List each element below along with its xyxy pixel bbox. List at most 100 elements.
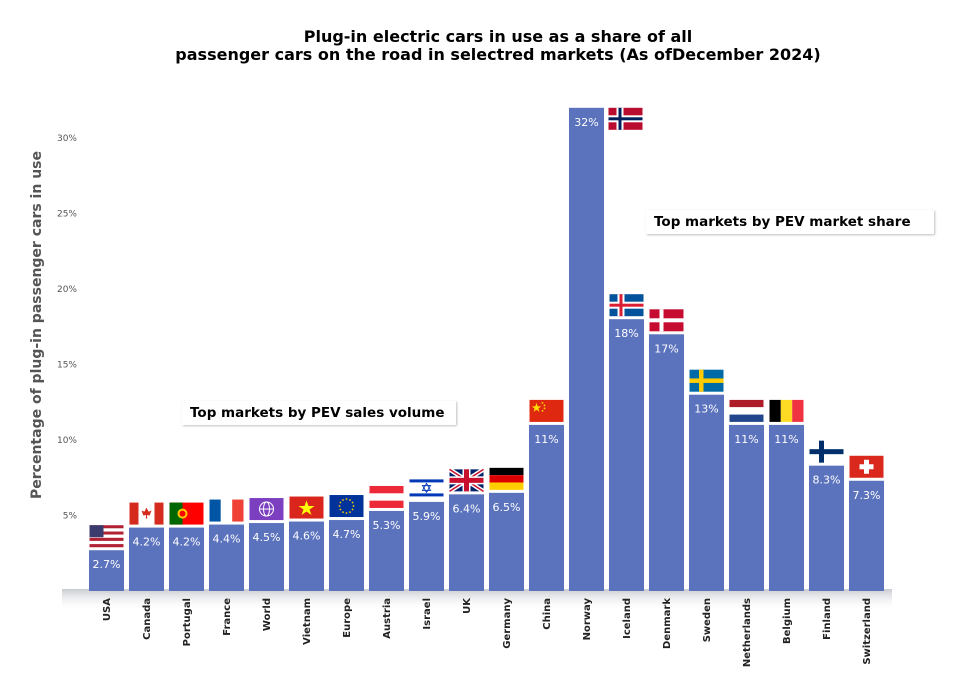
category-label: USA — [102, 598, 113, 621]
bar-finland — [809, 465, 844, 591]
watermark-logo: └N — [498, 104, 539, 139]
bar-usa — [89, 550, 124, 591]
bar-belgium — [769, 424, 804, 591]
bar-israel — [409, 501, 444, 591]
category-label: France — [222, 598, 233, 636]
ca-flag-icon — [128, 501, 165, 526]
category-label: Finland — [822, 598, 833, 640]
category-label: Vietnam — [302, 598, 313, 645]
value-label: 4.7% — [333, 528, 361, 541]
category-label: Europe — [342, 598, 353, 638]
value-label: 6.5% — [493, 501, 521, 514]
bar-netherlands — [729, 424, 764, 591]
y-tick-label: 30% — [57, 134, 77, 144]
dk-flag-icon — [648, 308, 685, 333]
de-flag-icon — [488, 466, 525, 491]
category-label: Sweden — [702, 598, 713, 642]
category-label: Germany — [502, 598, 513, 649]
value-label: 5.9% — [413, 510, 441, 523]
value-label: 5.3% — [373, 519, 401, 532]
bar-vietnam — [289, 521, 324, 591]
category-label: World — [262, 598, 273, 631]
il-flag-icon — [408, 475, 445, 500]
category-label: Canada — [142, 598, 153, 640]
chart-title-line-1: Plug-in electric cars in use as a share … — [304, 27, 693, 46]
value-label: 7.3% — [853, 489, 881, 502]
world-flag-icon — [248, 497, 285, 522]
bar-denmark — [649, 334, 684, 591]
pt-flag-icon — [168, 501, 205, 526]
fi-flag-icon — [808, 439, 845, 464]
bar-portugal — [169, 527, 204, 591]
value-label: 18% — [614, 327, 638, 340]
ch-flag-icon — [848, 454, 885, 479]
y-tick-label: 15% — [57, 361, 77, 371]
value-label: 11% — [734, 433, 758, 446]
se-flag-icon — [688, 368, 725, 393]
bar-uk — [449, 494, 484, 591]
bar-canada — [129, 527, 164, 591]
nl-flag-icon — [728, 398, 765, 423]
no-flag-icon — [607, 106, 644, 131]
fr-flag-icon — [208, 498, 245, 523]
bar-china — [529, 424, 564, 591]
bar-iceland — [609, 319, 644, 591]
at-flag-icon — [368, 484, 405, 509]
value-labels: 2.7% 4.2% 4.2% 4.4% 4.5% 4.6% 4.7% 5.3% 5.9% 6.4%… — [93, 116, 881, 571]
us-flag-icon — [88, 524, 125, 549]
vn-flag-icon — [288, 495, 325, 520]
floor-shadow — [62, 589, 892, 611]
bar-austria — [369, 510, 404, 591]
category-label: Belgium — [782, 598, 793, 644]
category-labels: USA Canada Portugal France World Vietnam Europ… — [102, 597, 873, 667]
bar-norway — [569, 107, 604, 592]
category-label: Switzerland — [862, 598, 873, 665]
bar-germany — [489, 492, 524, 591]
y-tick-label: 10% — [57, 436, 77, 446]
category-label: Norway — [582, 598, 593, 641]
eu-flag-icon — [328, 494, 365, 519]
y-tick-label: 5% — [63, 512, 78, 522]
value-label: 4.2% — [133, 536, 161, 549]
cn-flag-icon — [528, 398, 565, 423]
category-label: UK — [462, 597, 473, 614]
chart-title-line-2: passenger cars on the road in selectred … — [175, 45, 820, 64]
flag-row — [88, 106, 885, 549]
value-label: 6.4% — [453, 502, 481, 515]
bar-switzerland — [849, 480, 884, 591]
is-flag-icon — [608, 293, 645, 318]
category-label: Iceland — [622, 598, 633, 639]
category-label: China — [542, 598, 553, 630]
value-label: 4.4% — [213, 533, 241, 546]
category-label: Israel — [422, 598, 433, 630]
uk-flag-icon — [448, 467, 485, 494]
bar-world — [249, 523, 284, 591]
y-tick-label: 25% — [57, 210, 77, 220]
category-label: Portugal — [182, 598, 193, 646]
bar-europe — [329, 520, 364, 591]
y-axis-ticks: 5% 10% 15% 20% 25% 30% — [57, 134, 77, 522]
value-label: 4.5% — [253, 531, 281, 544]
value-label: 17% — [654, 342, 678, 355]
value-label: 11% — [534, 433, 558, 446]
y-axis-title: Percentage of plug-in passenger cars in … — [29, 151, 45, 499]
bar-sweden — [689, 394, 724, 591]
value-label: 11% — [774, 433, 798, 446]
value-label: 8.3% — [813, 474, 841, 487]
value-label: 4.6% — [293, 530, 321, 543]
y-tick-label: 20% — [57, 285, 77, 295]
bar-france — [209, 524, 244, 591]
be-flag-icon — [768, 398, 805, 423]
value-label: 2.7% — [93, 558, 121, 571]
bar-series — [89, 107, 884, 592]
value-label: 32% — [574, 116, 598, 129]
category-label: Denmark — [662, 598, 673, 649]
value-label: 4.2% — [173, 536, 201, 549]
annotation-sales-volume: Top markets by PEV sales volume — [182, 401, 456, 425]
category-label: Austria — [382, 598, 393, 639]
annotation-market-share: Top markets by PEV market share — [646, 210, 934, 234]
value-label: 13% — [694, 403, 718, 416]
category-label: Netherlands — [742, 598, 753, 667]
